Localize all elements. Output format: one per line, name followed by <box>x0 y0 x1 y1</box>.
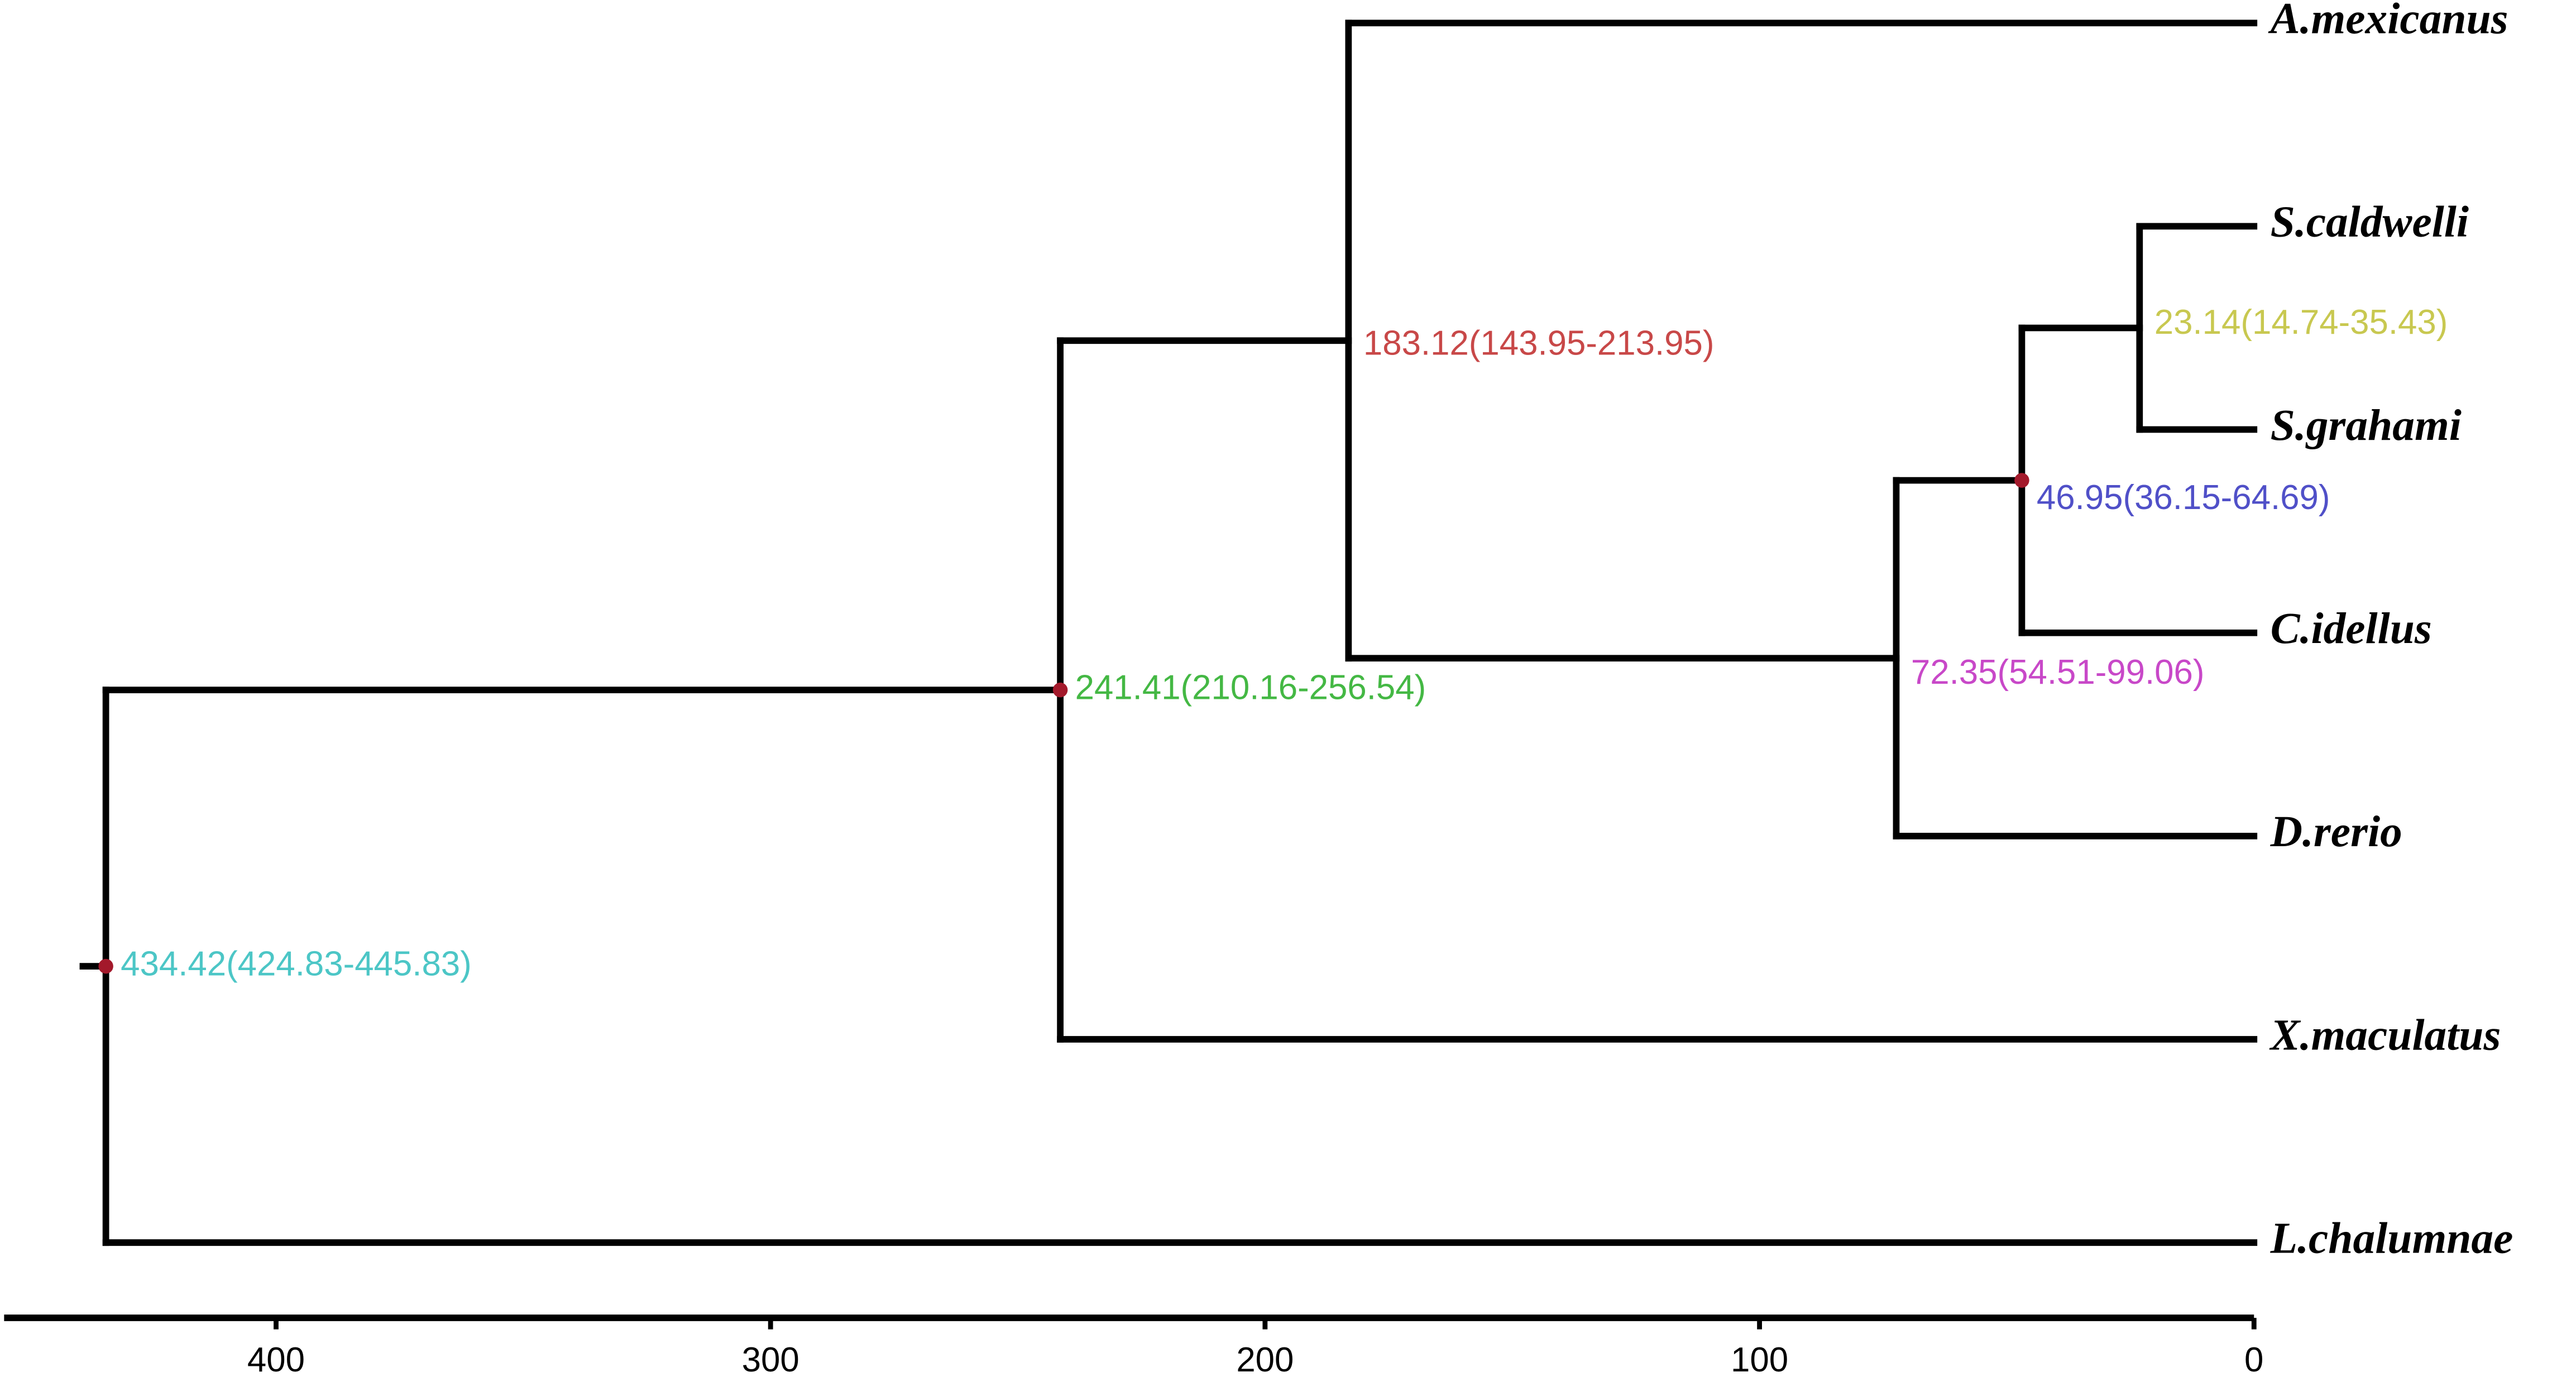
leaf-label: X.maculatus <box>2269 1010 2501 1059</box>
leaf-label: S.caldwelli <box>2271 198 2469 247</box>
node-dot <box>2014 473 2029 488</box>
tick-label: 200 <box>1236 1341 1294 1377</box>
node-label: 72.35(54.51-99.06) <box>1911 653 2205 692</box>
tick-label: 100 <box>1731 1341 1788 1377</box>
node-label: 241.41(210.16-256.54) <box>1075 668 1426 707</box>
leaf-label: D.rerio <box>2270 807 2402 856</box>
node-label: 434.42(424.83-445.83) <box>121 944 472 983</box>
leaf-label: S.grahami <box>2271 401 2462 450</box>
leaf-label: C.idellus <box>2271 604 2432 653</box>
leaf-label: L.chalumnae <box>2270 1213 2513 1263</box>
tick-label: 0 <box>2244 1341 2263 1377</box>
node-dot <box>98 958 113 974</box>
node-label: 46.95(36.15-64.69) <box>2037 478 2330 517</box>
node-label: 183.12(143.95-213.95) <box>1363 324 1715 362</box>
leaf-label: A.mexicanus <box>2268 0 2508 43</box>
node-label: 23.14(14.74-35.43) <box>2154 303 2448 342</box>
tick-label: 400 <box>247 1341 305 1377</box>
node-dot <box>1052 682 1068 698</box>
tick-label: 300 <box>742 1341 799 1377</box>
